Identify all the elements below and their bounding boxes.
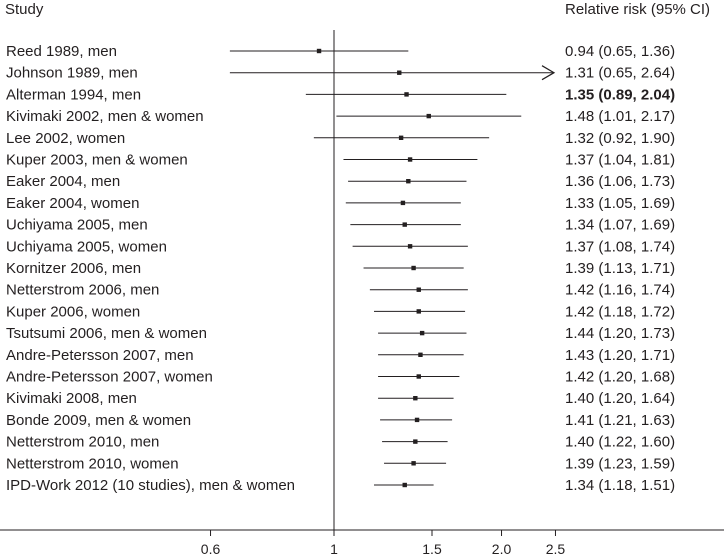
x-tick-label: 1.5	[422, 541, 442, 556]
study-row: Kivimaki 2008, men 1.40 (1.20, 1.64)	[6, 390, 675, 407]
study-row: Netterstrom 2010, women 1.39 (1.23, 1.59)	[6, 455, 675, 472]
point-estimate	[407, 157, 413, 162]
study-row: Johnson 1989, men 1.31 (0.65, 2.64)	[6, 65, 675, 82]
rr-value: 1.43 (1.20, 1.71)	[565, 347, 675, 364]
study-row: Netterstrom 2010, men 1.40 (1.22, 1.60)	[6, 434, 675, 451]
point-estimate	[416, 287, 421, 292]
study-label: Alterman 1994, men	[6, 86, 141, 103]
point-estimate	[419, 330, 425, 336]
point-estimate	[416, 374, 421, 379]
study-row: Lee 2002, women 1.32 (0.92, 1.90)	[6, 130, 675, 147]
study-label: Kuper 2003, men & women	[6, 152, 188, 169]
point-estimate	[411, 461, 416, 466]
study-label: Eaker 2004, women	[6, 195, 139, 212]
rr-value: 1.39 (1.23, 1.59)	[565, 455, 675, 472]
point-estimate	[407, 244, 413, 249]
point-estimate	[400, 200, 406, 206]
rr-value: 1.40 (1.20, 1.64)	[565, 390, 675, 407]
study-label: Reed 1989, men	[6, 43, 117, 60]
point-estimate	[411, 265, 416, 271]
study-row: Eaker 2004, women 1.33 (1.05, 1.69)	[6, 195, 675, 212]
study-label: Uchiyama 2005, women	[6, 238, 167, 255]
study-label: Kivimaki 2002, men & women	[6, 108, 204, 125]
study-label: Lee 2002, women	[6, 130, 125, 147]
rr-value: 1.40 (1.22, 1.60)	[565, 434, 675, 451]
study-row: Netterstrom 2006, men 1.42 (1.16, 1.74)	[6, 282, 675, 299]
point-estimate	[397, 70, 402, 75]
study-row: Kuper 2003, men & women 1.37 (1.04, 1.81)	[6, 152, 675, 169]
point-estimate	[316, 48, 322, 54]
rr-value: 1.48 (1.01, 2.17)	[565, 108, 675, 125]
ci-arrow	[541, 65, 556, 81]
study-row: Reed 1989, men 0.94 (0.65, 1.36)	[6, 43, 675, 60]
study-row: Alterman 1994, men 1.35 (0.89, 2.04)	[6, 86, 675, 103]
study-row: Bonde 2009, men & women 1.41 (1.21, 1.63)	[6, 412, 675, 429]
study-row: Kuper 2006, women 1.42 (1.18, 1.72)	[6, 303, 675, 320]
study-label: Kuper 2006, women	[6, 303, 140, 320]
rr-value: 1.35 (0.89, 2.04)	[565, 86, 675, 103]
rr-value: 1.39 (1.13, 1.71)	[565, 260, 675, 277]
study-label: Johnson 1989, men	[6, 65, 138, 82]
rr-value: 0.94 (0.65, 1.36)	[565, 43, 675, 60]
point-estimate	[402, 482, 407, 488]
study-rows: Reed 1989, men 0.94 (0.65, 1.36) Johnson 1…	[6, 43, 675, 494]
point-estimate	[404, 92, 409, 97]
rr-value: 1.44 (1.20, 1.73)	[565, 325, 675, 342]
study-label: Netterstrom 2006, men	[6, 282, 159, 299]
study-row: Tsutsumi 2006, men & women 1.44 (1.20, 1.…	[6, 325, 675, 342]
study-label: Kornitzer 2006, men	[6, 260, 141, 277]
study-label: IPD-Work 2012 (10 studies), men & women	[6, 477, 295, 494]
study-label: Eaker 2004, men	[6, 173, 120, 190]
study-row: IPD-Work 2012 (10 studies), men & women 1…	[6, 477, 675, 494]
point-estimate	[416, 309, 421, 314]
study-row: Uchiyama 2005, men 1.34 (1.07, 1.69)	[6, 217, 675, 234]
study-column-header: Study	[5, 1, 44, 18]
rr-value: 1.33 (1.05, 1.69)	[565, 195, 675, 212]
rr-column-header: Relative risk (95% CI)	[565, 1, 710, 18]
point-estimate	[413, 439, 418, 444]
rr-value: 1.37 (1.04, 1.81)	[565, 152, 675, 169]
point-estimate	[413, 396, 418, 401]
study-row: Eaker 2004, men 1.36 (1.06, 1.73)	[6, 173, 675, 190]
study-row: Andre-Petersson 2007, men 1.43 (1.20, 1.7…	[6, 347, 675, 364]
study-label: Netterstrom 2010, men	[6, 434, 159, 451]
study-label: Bonde 2009, men & women	[6, 412, 191, 429]
study-label: Kivimaki 2008, men	[6, 390, 137, 407]
rr-value: 1.42 (1.18, 1.72)	[565, 303, 675, 320]
rr-value: 1.34 (1.18, 1.51)	[565, 477, 675, 494]
rr-value: 1.41 (1.21, 1.63)	[565, 412, 675, 429]
study-label: Netterstrom 2010, women	[6, 455, 179, 472]
study-label: Tsutsumi 2006, men & women	[6, 325, 207, 342]
x-tick-label: 2.5	[546, 541, 566, 556]
x-tick-label: 2.0	[492, 541, 512, 556]
rr-value: 1.34 (1.07, 1.69)	[565, 217, 675, 234]
study-row: Uchiyama 2005, women 1.37 (1.08, 1.74)	[6, 238, 675, 255]
x-axis-ticks: 0.6 1 1.5 2.0 2.5	[201, 530, 566, 556]
point-estimate	[398, 135, 404, 140]
rr-value: 1.37 (1.08, 1.74)	[565, 238, 675, 255]
x-tick-label: 0.6	[201, 541, 221, 556]
rr-value: 1.36 (1.06, 1.73)	[565, 173, 675, 190]
study-row: Kivimaki 2002, men & women 1.48 (1.01, 2.…	[6, 108, 675, 125]
point-estimate	[418, 352, 423, 357]
study-label: Andre-Petersson 2007, women	[6, 369, 213, 386]
rr-value: 1.31 (0.65, 2.64)	[565, 65, 675, 82]
rr-value: 1.42 (1.16, 1.74)	[565, 282, 675, 299]
study-label: Andre-Petersson 2007, men	[6, 347, 194, 364]
study-row: Andre-Petersson 2007, women 1.42 (1.20, 1…	[6, 369, 675, 386]
study-label: Uchiyama 2005, men	[6, 217, 148, 234]
rr-value: 1.32 (0.92, 1.90)	[565, 130, 675, 147]
study-row: Kornitzer 2006, men 1.39 (1.13, 1.71)	[6, 260, 675, 277]
point-estimate	[414, 417, 420, 423]
point-estimate	[402, 222, 407, 227]
x-tick-label: 1	[330, 541, 338, 556]
point-estimate	[426, 113, 431, 119]
rr-value: 1.42 (1.20, 1.68)	[565, 369, 675, 386]
point-estimate	[406, 179, 411, 184]
